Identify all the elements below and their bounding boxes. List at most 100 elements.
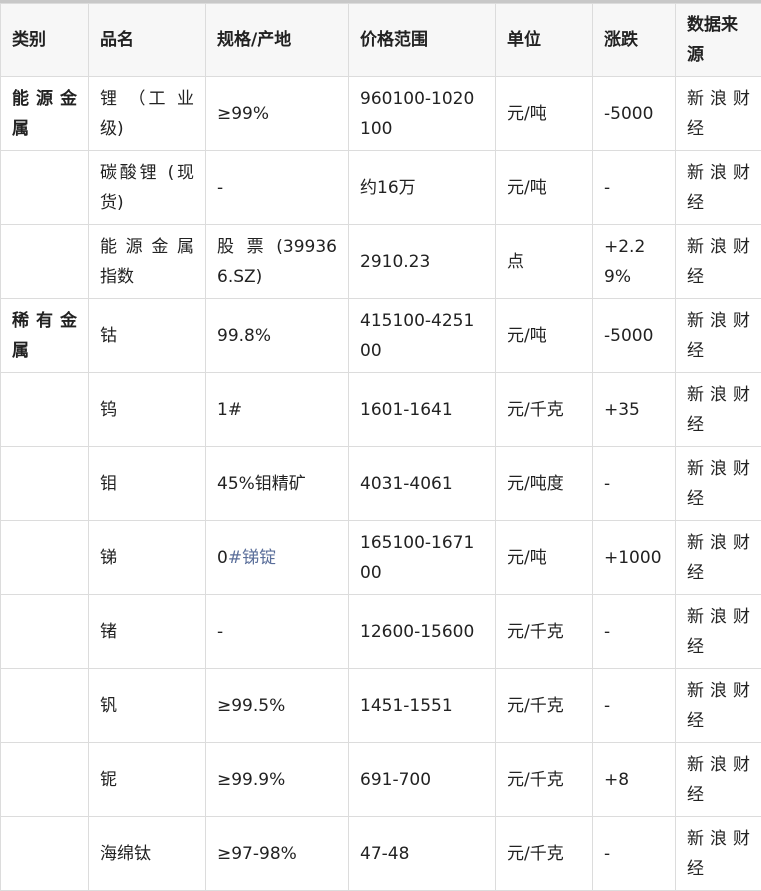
- change-cell-text: +8: [604, 770, 629, 790]
- unit-cell-text: 元/千克: [507, 400, 564, 420]
- name-cell: 锑: [89, 521, 206, 595]
- price-cell: 约16万: [349, 151, 496, 225]
- name-cell: 海绵钛: [89, 817, 206, 891]
- spec-cell: 1#: [206, 373, 349, 447]
- spec-cell: 0#锑锭: [206, 521, 349, 595]
- source-cell: 新浪财经: [676, 817, 761, 891]
- header-unit: 单位: [496, 4, 593, 77]
- metals-price-table: 类别 品名 规格/产地 价格范围 单位 涨跌 数据来源 能源金属锂 （工 业级)…: [0, 3, 761, 891]
- unit-cell-text: 元/吨度: [507, 474, 564, 494]
- category-cell: [1, 817, 89, 891]
- source-cell: 新浪财经: [676, 373, 761, 447]
- category-cell: 稀有金属: [1, 299, 89, 373]
- category-cell: [1, 225, 89, 299]
- change-cell-text: -: [604, 622, 610, 642]
- change-cell: +1000: [593, 521, 676, 595]
- change-cell: -: [593, 817, 676, 891]
- header-spec: 规格/产地: [206, 4, 349, 77]
- unit-cell: 元/千克: [496, 743, 593, 817]
- name-cell-text: 钒: [100, 696, 117, 716]
- name-cell-text: 锗: [100, 622, 117, 642]
- name-cell-text: 锂 （工 业级): [100, 89, 194, 139]
- price-cell: 165100-167100: [349, 521, 496, 595]
- price-cell: 47-48: [349, 817, 496, 891]
- name-cell-text: 铌: [100, 770, 117, 790]
- name-cell: 能 源 金 属 指数: [89, 225, 206, 299]
- unit-cell-text: 元/千克: [507, 844, 564, 864]
- spec-cell: 股 票 (399366.SZ): [206, 225, 349, 299]
- source-cell: 新浪财经: [676, 595, 761, 669]
- header-category: 类别: [1, 4, 89, 77]
- source-cell-text: 新浪财经: [687, 311, 750, 361]
- change-cell: -: [593, 447, 676, 521]
- unit-cell-text: 点: [507, 252, 524, 272]
- spec-link[interactable]: #锑锭: [228, 548, 276, 568]
- source-cell: 新浪财经: [676, 151, 761, 225]
- unit-cell: 元/千克: [496, 669, 593, 743]
- table-row: 钨 1# 1601-1641 元/千克 +35 新浪财经: [1, 373, 761, 447]
- category-cell-text: 能源金属: [12, 89, 77, 139]
- spec-cell-text: -: [217, 178, 223, 198]
- name-cell: 钴: [89, 299, 206, 373]
- spec-cell-text: 0: [217, 548, 228, 568]
- category-cell: [1, 743, 89, 817]
- source-cell: 新浪财经: [676, 743, 761, 817]
- change-cell: -: [593, 595, 676, 669]
- spec-cell: -: [206, 595, 349, 669]
- category-cell-text: 稀有金属: [12, 311, 77, 361]
- header-row: 类别 品名 规格/产地 价格范围 单位 涨跌 数据来源: [1, 4, 761, 77]
- unit-cell: 元/千克: [496, 595, 593, 669]
- price-cell-text: 1601-1641: [360, 400, 453, 420]
- change-cell-text: +35: [604, 400, 640, 420]
- category-cell: [1, 669, 89, 743]
- source-cell-text: 新浪财经: [687, 829, 750, 879]
- spec-cell-text: -: [217, 622, 223, 642]
- unit-cell: 点: [496, 225, 593, 299]
- source-cell: 新浪财经: [676, 521, 761, 595]
- name-cell: 钨: [89, 373, 206, 447]
- unit-cell: 元/吨: [496, 521, 593, 595]
- change-cell: +2.29%: [593, 225, 676, 299]
- price-cell-text: 165100-167100: [360, 533, 474, 583]
- spec-cell-text: ≥99.9%: [217, 770, 285, 790]
- source-cell: 新浪财经: [676, 299, 761, 373]
- source-cell: 新浪财经: [676, 225, 761, 299]
- category-cell: [1, 595, 89, 669]
- category-cell: 能源金属: [1, 77, 89, 151]
- unit-cell: 元/吨: [496, 151, 593, 225]
- spec-cell-text: ≥99.5%: [217, 696, 285, 716]
- source-cell-text: 新浪财经: [687, 607, 750, 657]
- change-cell-text: +2.29%: [604, 237, 645, 287]
- spec-cell-text: 股 票 (399366.SZ): [217, 237, 337, 287]
- spec-cell: ≥99%: [206, 77, 349, 151]
- name-cell: 铌: [89, 743, 206, 817]
- price-cell-text: 4031-4061: [360, 474, 453, 494]
- header-name: 品名: [89, 4, 206, 77]
- spec-cell: -: [206, 151, 349, 225]
- change-cell-text: +1000: [604, 548, 662, 568]
- change-cell: -5000: [593, 77, 676, 151]
- name-cell-text: 海绵钛: [100, 844, 151, 864]
- change-cell-text: -: [604, 474, 610, 494]
- price-cell-text: 960100-1020100: [360, 89, 474, 139]
- source-cell-text: 新浪财经: [687, 755, 750, 805]
- price-cell-text: 47-48: [360, 844, 409, 864]
- spec-cell: 45%钼精矿: [206, 447, 349, 521]
- unit-cell-text: 元/千克: [507, 622, 564, 642]
- spec-cell: ≥99.5%: [206, 669, 349, 743]
- change-cell-text: -5000: [604, 326, 653, 346]
- name-cell: 锂 （工 业级): [89, 77, 206, 151]
- change-cell-text: -: [604, 844, 610, 864]
- change-cell-text: -5000: [604, 104, 653, 124]
- name-cell: 碳酸锂 (现货): [89, 151, 206, 225]
- spec-cell-text: 1#: [217, 400, 242, 420]
- spec-cell: ≥99.9%: [206, 743, 349, 817]
- name-cell-text: 钴: [100, 326, 117, 346]
- price-cell: 691-700: [349, 743, 496, 817]
